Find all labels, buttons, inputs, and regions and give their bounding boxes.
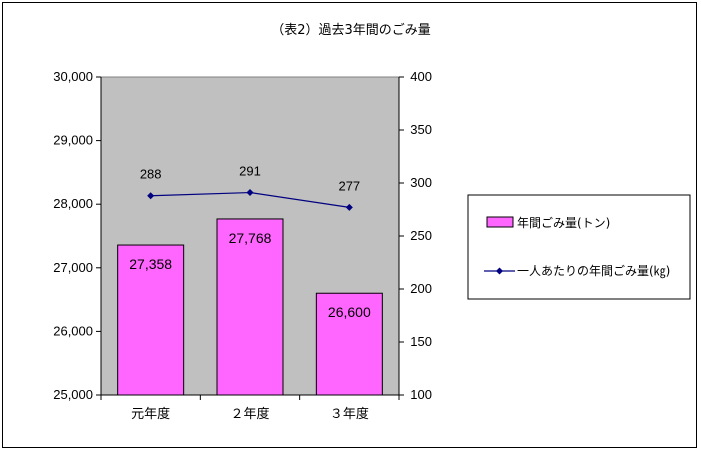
legend-bar-label: 年間ごみ量(トン) xyxy=(517,215,610,230)
category-axis: 元年度 ２年度 ３年度 xyxy=(100,394,400,422)
legend-bar-swatch xyxy=(486,216,514,228)
right-tick-label: 300 xyxy=(410,175,432,190)
bar xyxy=(216,218,284,396)
category-label: 元年度 xyxy=(131,406,170,422)
bar-data-label: 27,358 xyxy=(129,256,172,272)
left-tick-label: 26,000 xyxy=(53,323,93,338)
line-data-label: 277 xyxy=(338,178,360,193)
right-tick-label: 150 xyxy=(410,334,432,349)
chart-frame: （表2）過去3年間のごみ量 25,000 26,000 27,000 28,000 29… xyxy=(2,2,697,448)
bar xyxy=(117,244,185,396)
line-series: 288 291 277 xyxy=(140,164,360,211)
combo-chart: （表2）過去3年間のごみ量 25,000 26,000 27,000 28,000 29… xyxy=(53,22,691,422)
chart-title: （表2）過去3年間のごみ量 xyxy=(271,22,431,38)
right-tick-label: 400 xyxy=(410,69,432,84)
right-tick-label: 100 xyxy=(410,387,432,402)
right-tick-label: 250 xyxy=(410,228,432,243)
bar xyxy=(315,292,383,396)
bar-series: 27,358 27,768 26,600 xyxy=(117,218,383,396)
left-tick-label: 27,000 xyxy=(53,260,93,275)
right-tick-label: 350 xyxy=(410,122,432,137)
legend: 年間ごみ量(トン) 一人あたりの年間ごみ量(㎏) xyxy=(467,194,691,300)
legend-box xyxy=(467,194,691,300)
bar-data-label: 26,600 xyxy=(328,304,371,320)
left-tick-label: 29,000 xyxy=(53,133,93,148)
category-label: ２年度 xyxy=(230,406,269,422)
category-label: ３年度 xyxy=(330,406,369,422)
left-tick-label: 28,000 xyxy=(53,196,93,211)
line-point xyxy=(147,192,155,200)
left-axis: 25,000 26,000 27,000 28,000 29,000 30,000 xyxy=(53,69,102,402)
line-data-label: 288 xyxy=(140,167,162,182)
bar-data-label: 27,768 xyxy=(229,230,272,246)
right-axis: 100 150 200 250 300 350 400 xyxy=(398,69,432,402)
line-point xyxy=(246,189,254,197)
legend-line-marker xyxy=(496,267,503,275)
right-tick-label: 200 xyxy=(410,281,432,296)
line-point xyxy=(345,203,353,211)
left-tick-label: 30,000 xyxy=(53,69,93,84)
legend-line-label: 一人あたりの年間ごみ量(㎏) xyxy=(517,263,670,278)
line-data-label: 291 xyxy=(239,164,261,179)
left-tick-label: 25,000 xyxy=(53,387,93,402)
